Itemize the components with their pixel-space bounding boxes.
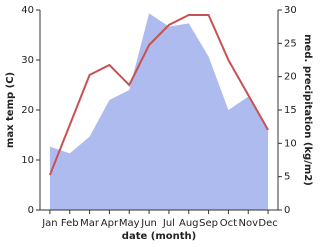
x-tick-label: Feb <box>61 218 79 229</box>
y2-tick-label: 15 <box>284 105 297 116</box>
y2-axis-label: med. precipitation (kg/m2) <box>302 34 313 186</box>
x-tick-label: Jun <box>140 218 157 229</box>
x-tick-label: Dec <box>258 218 277 229</box>
y-tick-label: 0 <box>28 205 34 216</box>
y-tick-label: 40 <box>21 5 34 16</box>
y-tick-label: 20 <box>21 105 34 116</box>
x-axis-label: date (month) <box>122 231 196 242</box>
y-axis-label: max temp (C) <box>5 72 16 148</box>
y2-tick-label: 10 <box>284 138 297 149</box>
y2-tick-label: 25 <box>284 38 297 49</box>
x-tick-label: Apr <box>101 218 119 229</box>
x-tick-label: Oct <box>220 218 237 229</box>
y-tick-label: 10 <box>21 155 34 166</box>
x-tick-label: Nov <box>238 218 258 229</box>
x-tick-label: May <box>119 218 140 229</box>
y-tick-label: 30 <box>21 55 34 66</box>
y2-tick-label: 30 <box>284 5 297 16</box>
x-tick-label: Jan <box>41 218 57 229</box>
x-tick-label: Jul <box>162 218 175 229</box>
x-tick-label: Mar <box>80 218 100 229</box>
y2-tick-label: 0 <box>284 205 290 216</box>
precipitation-area <box>49 13 269 211</box>
y2-tick-label: 5 <box>284 172 290 183</box>
temperature-line <box>48 14 269 176</box>
y2-tick-label: 20 <box>284 72 297 83</box>
x-tick-label: Sep <box>199 218 218 229</box>
x-tick-label: Aug <box>179 218 199 229</box>
